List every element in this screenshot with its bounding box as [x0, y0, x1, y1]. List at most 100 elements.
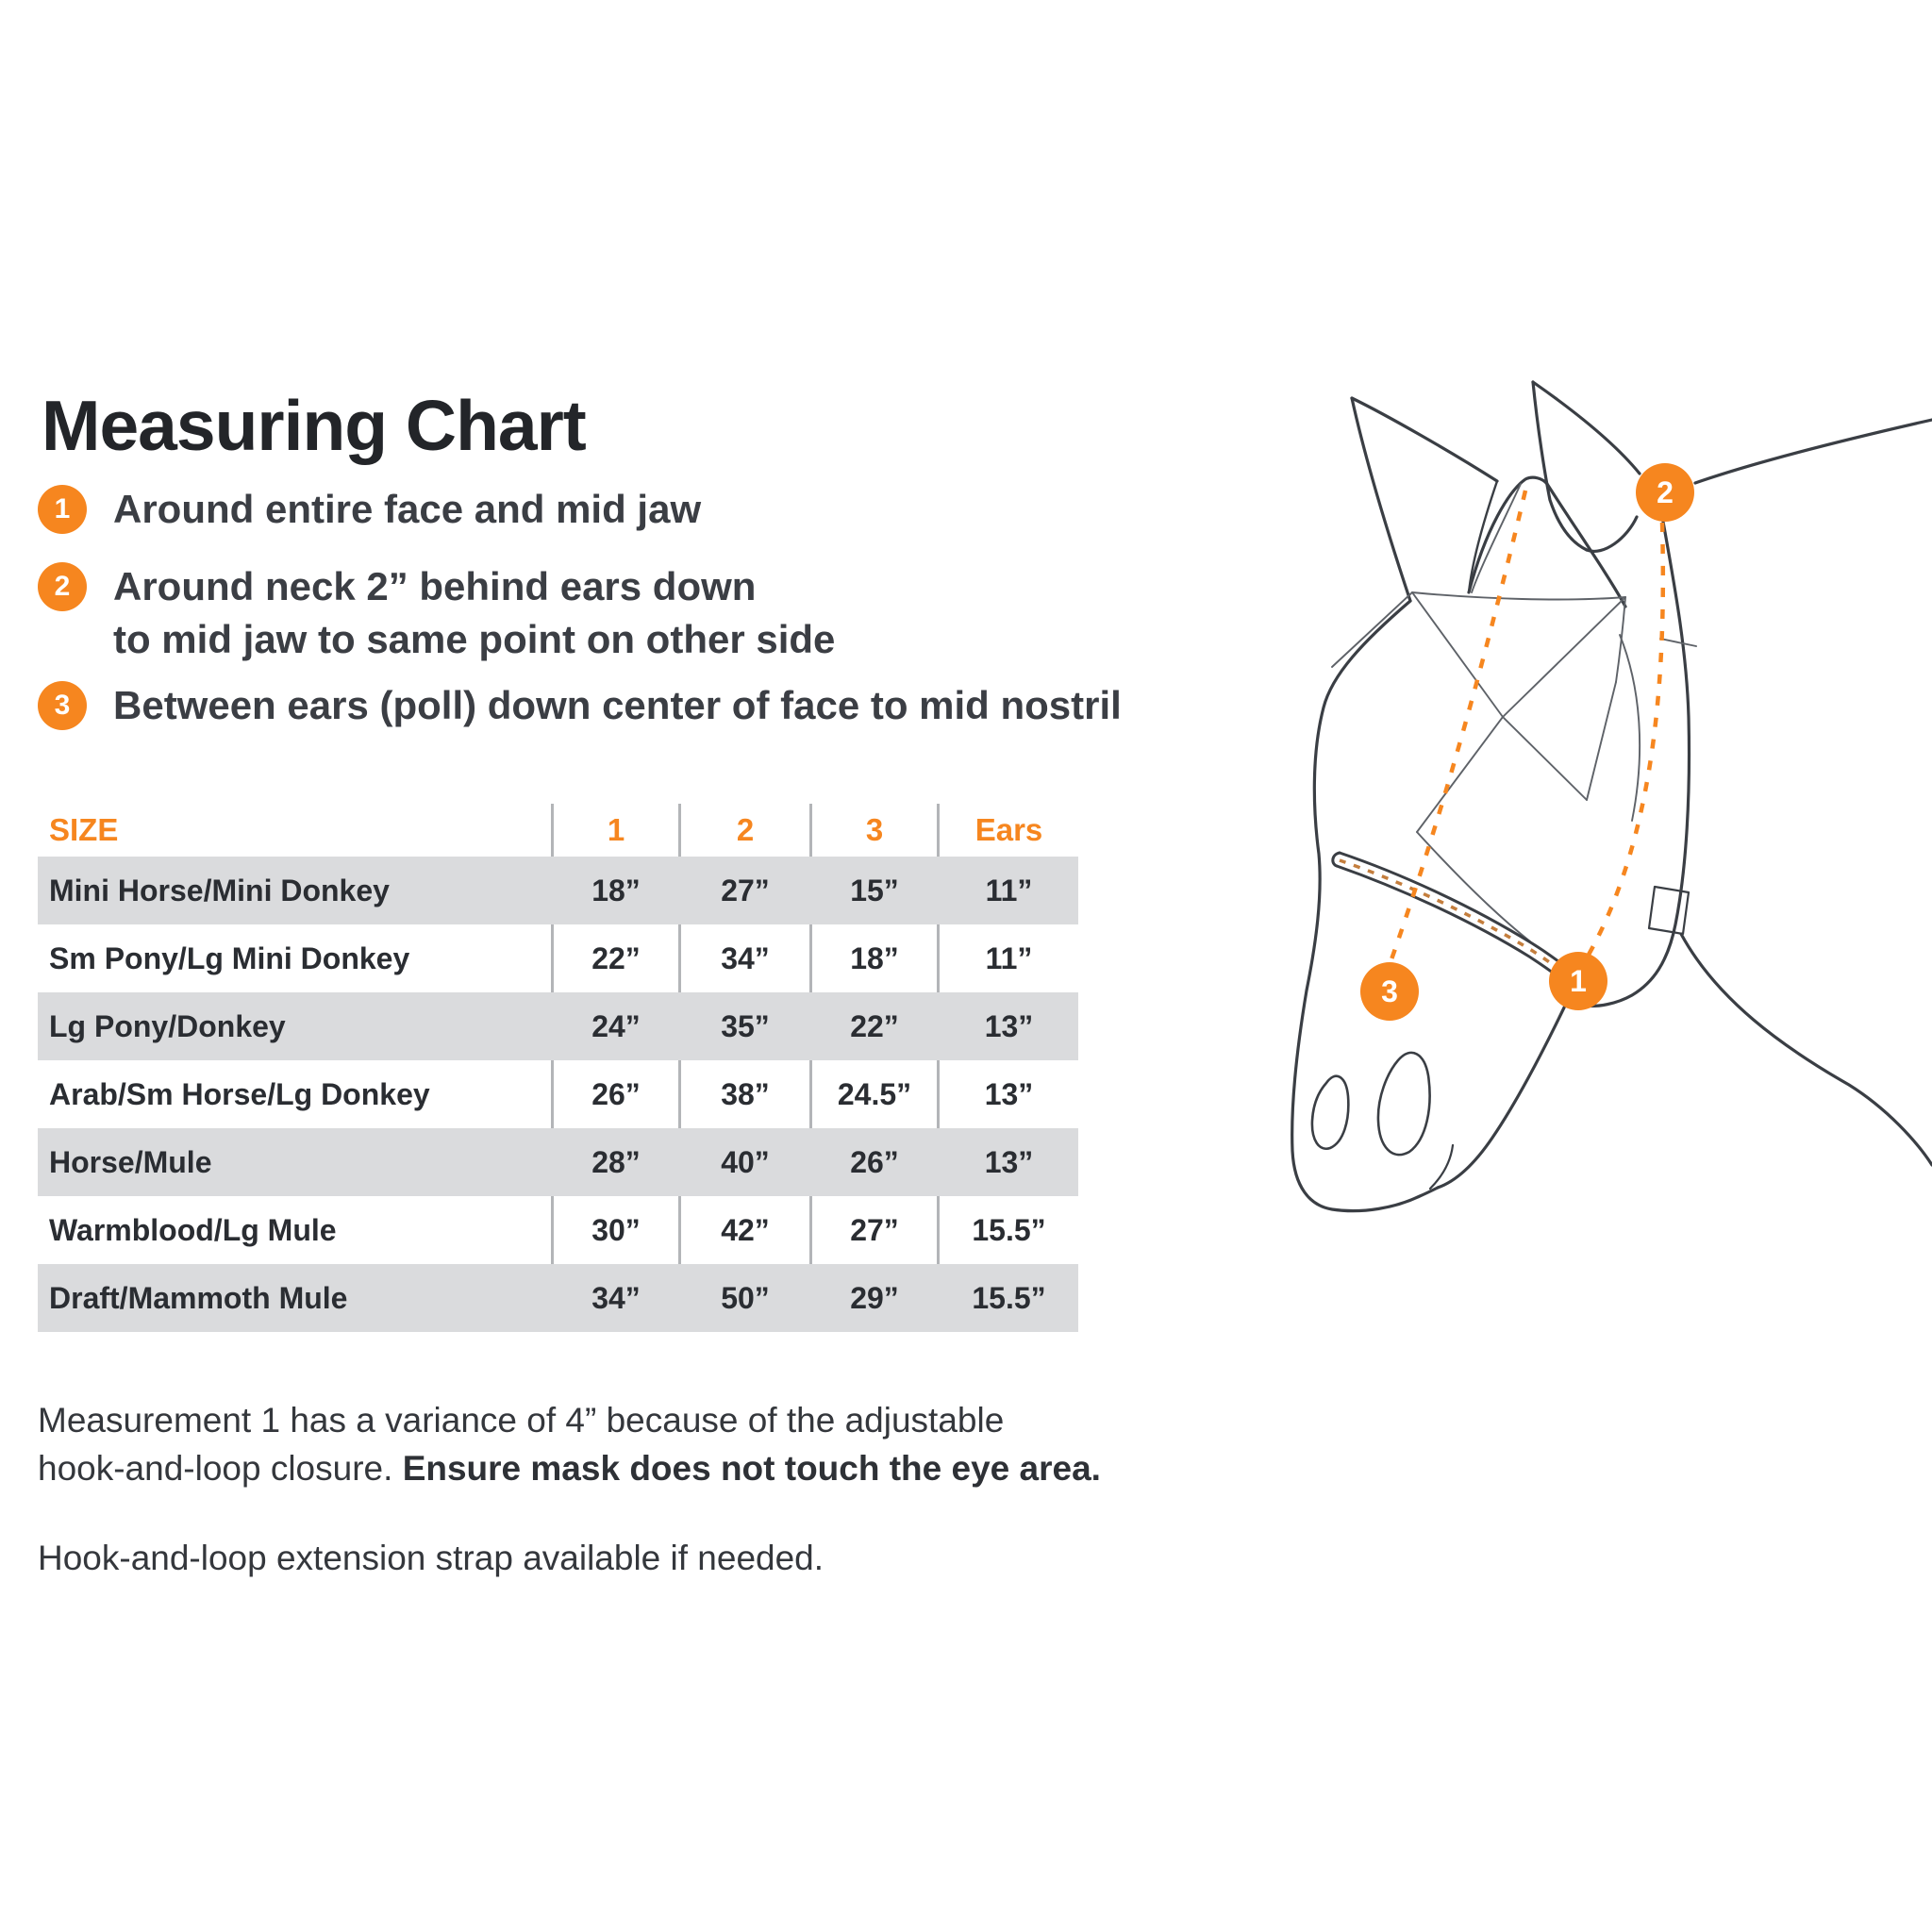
cell-m2: 40”: [721, 1144, 770, 1179]
facet-line: [1411, 591, 1504, 718]
variance-note-line2: hook-and-loop closure. Ensure mask does …: [38, 1444, 1101, 1492]
instruction-2-text: Around neck 2” behind ears down to mid j…: [113, 560, 835, 666]
closure-tab: [1647, 885, 1690, 936]
facet-line: [1331, 591, 1413, 668]
left-ear-outline: [1350, 396, 1499, 483]
cell-m3: 24.5”: [837, 1076, 912, 1111]
instruction-2-badge: 2: [38, 562, 87, 611]
column-divider: [551, 804, 554, 1332]
variance-note: Measurement 1 has a variance of 4” becau…: [38, 1396, 1101, 1492]
instruction-line: to mid jaw to same point on other side: [113, 617, 836, 661]
cell-m1: 22”: [591, 941, 641, 975]
marker-3-circle: [1360, 962, 1419, 1021]
right-ear-outline: [1531, 380, 1589, 552]
header-2: 2: [736, 812, 755, 847]
diagram-marker-3: 3: [1360, 962, 1419, 1021]
marker-3-label: 3: [1381, 974, 1398, 1008]
cell-m3: 15”: [850, 873, 899, 907]
extension-strap-note-text: Hook-and-loop extension strap available …: [38, 1539, 824, 1577]
facet-line: [1502, 716, 1588, 801]
size-table: SIZE 1 2 3 Ears Mini Horse/Mini Donkey 1…: [38, 804, 1078, 1332]
instruction-line: Between ears (poll) down center of face …: [113, 683, 1122, 727]
facet-line: [1586, 681, 1617, 801]
horse-head-diagram: 2 1 3: [1245, 358, 1932, 1226]
table-header-row: SIZE 1 2 3 Ears: [38, 804, 1078, 857]
mask-mesh-seams: [1331, 483, 1697, 942]
cell-size: Sm Pony/Lg Mini Donkey: [49, 941, 410, 975]
cell-size: Warmblood/Lg Mule: [49, 1212, 337, 1247]
header-1: 1: [607, 812, 625, 847]
nostril-large: [1376, 1051, 1431, 1157]
header-3: 3: [865, 812, 884, 847]
noseband-upper-edge: [1338, 851, 1579, 978]
neck-top-line: [1693, 418, 1932, 485]
cell-ears: 13”: [984, 1008, 1034, 1043]
cell-ears: 13”: [984, 1144, 1034, 1179]
facet-line: [1416, 716, 1504, 833]
cell-m1: 30”: [591, 1212, 641, 1247]
marker-1-label: 1: [1570, 964, 1587, 998]
diagram-marker-1: 1: [1549, 952, 1607, 1010]
cell-m2: 35”: [721, 1008, 770, 1043]
instruction-2-number: 2: [54, 571, 71, 602]
facet-line: [1615, 596, 1626, 683]
cell-m2: 50”: [721, 1280, 770, 1315]
instruction-line: Around neck 2” behind ears down: [113, 564, 757, 608]
extension-strap-note: Hook-and-loop extension strap available …: [38, 1534, 824, 1582]
marker-1-circle: [1549, 952, 1607, 1010]
table-row: Lg Pony/Donkey 24” 35” 22” 13”: [38, 992, 1078, 1060]
marker-2-circle: [1636, 463, 1694, 522]
cell-size: Draft/Mammoth Mule: [49, 1280, 348, 1315]
measurement-lines: [1389, 490, 1666, 960]
column-divider: [809, 804, 812, 1332]
diagram-marker-2: 2: [1636, 463, 1694, 522]
instruction-3-badge: 3: [38, 681, 87, 730]
left-ear-outline: [1350, 396, 1412, 603]
cell-m2: 42”: [721, 1212, 770, 1247]
head-outline: [1291, 380, 1932, 1213]
measure-line-3: [1389, 490, 1528, 960]
cell-m2: 38”: [721, 1076, 770, 1111]
table-row: Mini Horse/Mini Donkey 18” 27” 15” 11”: [38, 857, 1078, 924]
variance-note-line2-bold: Ensure mask does not touch the eye area.: [402, 1449, 1101, 1488]
marker-2-label: 2: [1657, 475, 1674, 509]
face-front-line: [1291, 599, 1440, 1213]
table-row: Arab/Sm Horse/Lg Donkey 26” 38” 24.5” 13…: [38, 1060, 1078, 1128]
table-row: Sm Pony/Lg Mini Donkey 22” 34” 18” 11”: [38, 924, 1078, 992]
variance-note-line1: Measurement 1 has a variance of 4” becau…: [38, 1401, 1005, 1440]
right-ear-outline: [1531, 380, 1641, 475]
variance-note-line2-regular: hook-and-loop closure.: [38, 1449, 403, 1488]
cell-ears: 11”: [985, 873, 1033, 907]
mask-crown-edge: [1467, 475, 1549, 594]
cell-m1: 28”: [591, 1144, 641, 1179]
cell-m3: 26”: [850, 1144, 899, 1179]
cell-m2: 34”: [721, 941, 770, 975]
cell-ears: 13”: [984, 1076, 1034, 1111]
cell-m3: 29”: [850, 1280, 899, 1315]
table-row: Horse/Mule 28” 40” 26” 13”: [38, 1128, 1078, 1196]
brow-seam: [1411, 591, 1626, 601]
cell-m1: 18”: [591, 873, 641, 907]
horse-head-illustration: 2 1 3: [1291, 380, 1932, 1213]
instruction-line: Around entire face and mid jaw: [113, 487, 702, 531]
right-ear-cup: [1585, 515, 1639, 553]
chest-line: [1679, 932, 1932, 1167]
cell-m3: 18”: [850, 941, 899, 975]
cell-ears: 15.5”: [972, 1212, 1046, 1247]
header-ears: Ears: [974, 812, 1043, 847]
cell-m1: 26”: [591, 1076, 641, 1111]
instruction-1-text: Around entire face and mid jaw: [113, 483, 701, 536]
cell-m1: 24”: [591, 1008, 641, 1043]
noseband-end-curl: [1331, 851, 1341, 868]
header-size: SIZE: [49, 812, 119, 847]
instruction-3-number: 3: [54, 690, 71, 721]
cell-ears: 15.5”: [972, 1280, 1046, 1315]
cell-size: Arab/Sm Horse/Lg Donkey: [49, 1076, 430, 1111]
cell-ears: 11”: [985, 941, 1033, 975]
cell-m3: 22”: [850, 1008, 899, 1043]
table-row: Draft/Mammoth Mule 34” 50” 29” 15.5”: [38, 1264, 1078, 1332]
instruction-1-badge: 1: [38, 485, 87, 534]
measure-line-2: [1587, 522, 1666, 957]
cell-m3: 27”: [850, 1212, 899, 1247]
